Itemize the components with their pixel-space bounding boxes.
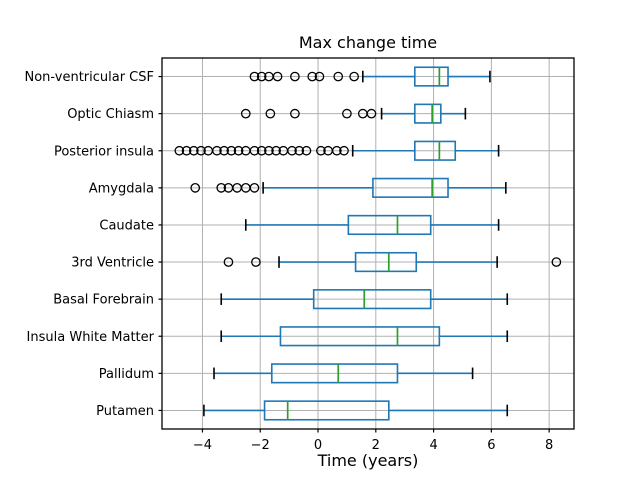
outlier-point: [349, 71, 359, 82]
outlier-point: [249, 145, 260, 156]
outlier-point: [190, 183, 201, 193]
box: [354, 251, 418, 273]
outlier-point: [249, 71, 260, 82]
outlier-point: [256, 145, 267, 156]
outlier-point: [290, 108, 300, 119]
outlier-point: [331, 145, 342, 156]
outlier-point: [181, 145, 192, 156]
y-tick-label: 3rd Ventricle: [71, 256, 154, 271]
chart-title: Max change time: [298, 33, 438, 52]
y-tick-label: Optic Chiasm: [67, 107, 154, 122]
axes-spines: [161, 57, 575, 430]
outlier-point: [265, 108, 276, 119]
outlier-point: [342, 108, 352, 119]
outlier-point: [333, 71, 344, 82]
outlier-point: [212, 145, 222, 156]
outlier-point: [240, 108, 251, 119]
x-tick-label: 6: [487, 438, 495, 453]
outlier-point: [307, 71, 318, 82]
outlier-point: [216, 183, 227, 193]
outlier-point: [272, 71, 283, 82]
box: [372, 177, 449, 198]
box: [414, 103, 442, 124]
outlier-point: [256, 71, 267, 82]
outlier-point: [251, 257, 261, 267]
box: [347, 214, 432, 236]
outlier-point: [314, 71, 325, 82]
outlier-point: [226, 145, 237, 156]
box: [414, 140, 457, 161]
x-tick-label: 4: [429, 438, 437, 453]
x-tick-label: 0: [314, 438, 322, 453]
outlier-point: [339, 145, 349, 156]
y-tick-label: Putamen: [96, 404, 154, 419]
box: [414, 66, 449, 87]
outlier-point: [301, 145, 312, 156]
x-axis-label: Time (years): [317, 451, 419, 470]
y-tick-label: Amygdala: [89, 181, 154, 196]
y-tick-label: Basal Forebrain: [53, 293, 154, 308]
outlier-point: [551, 257, 562, 267]
outlier-point: [366, 108, 377, 119]
y-tick-label: Posterior insula: [54, 144, 154, 159]
outlier-point: [271, 145, 281, 156]
y-tick-label: Caudate: [99, 218, 154, 233]
outlier-point: [196, 145, 206, 156]
y-tick-label: Pallidum: [99, 367, 154, 382]
outlier-point: [233, 145, 244, 156]
outlier-point: [294, 145, 305, 156]
box: [263, 400, 390, 421]
outlier-point: [188, 145, 199, 156]
outlier-point: [290, 71, 300, 82]
outlier-point: [264, 145, 274, 156]
outlier-point: [249, 183, 260, 193]
x-tick-label: 2: [372, 438, 380, 453]
outlier-point: [223, 257, 234, 267]
y-tick-label: Insula White Matter: [27, 330, 155, 345]
box: [270, 363, 399, 384]
x-tick-label: −4: [193, 438, 212, 453]
outlier-point: [316, 145, 326, 156]
x-tick-label: 8: [545, 438, 553, 453]
box: [279, 326, 441, 347]
box: [312, 289, 432, 310]
outlier-point: [219, 145, 229, 156]
outlier-point: [174, 145, 185, 156]
y-tick-label: Non-ventricular CSF: [25, 70, 155, 85]
x-tick-label: −2: [251, 438, 270, 453]
outlier-point: [287, 145, 297, 156]
